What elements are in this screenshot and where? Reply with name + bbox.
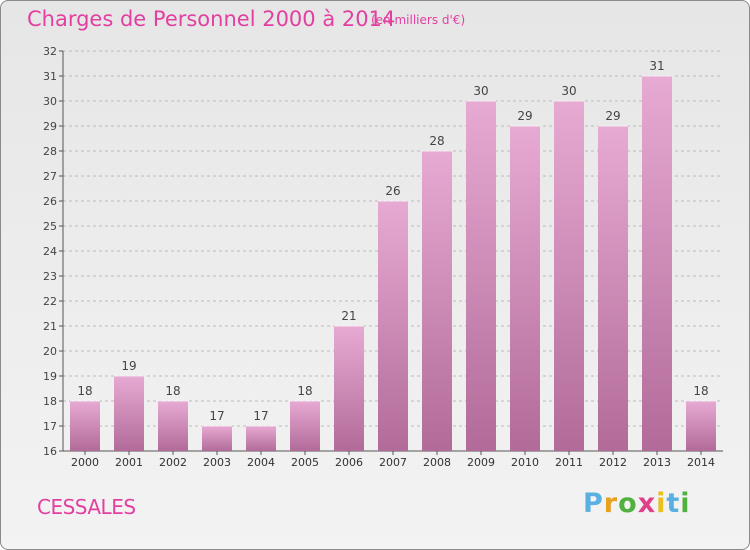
data-label: 19	[121, 359, 136, 373]
bar-2000	[70, 401, 100, 451]
data-label: 29	[517, 109, 532, 123]
x-tick-label: 2000	[71, 456, 99, 469]
logo-letter: r	[603, 488, 619, 519]
bar-2008	[422, 151, 452, 451]
bar-2007	[378, 201, 408, 451]
bar-2013	[642, 76, 672, 451]
bar-2004	[246, 426, 276, 451]
y-tick-label: 21	[43, 320, 57, 333]
y-tick-label: 24	[43, 245, 57, 258]
x-tick-label: 2009	[467, 456, 495, 469]
bar-2005	[290, 401, 320, 451]
data-label: 18	[693, 384, 708, 398]
data-label: 21	[341, 309, 356, 323]
x-tick-label: 2003	[203, 456, 231, 469]
y-tick-label: 19	[43, 370, 57, 383]
logo-letter: P	[583, 488, 604, 519]
y-tick-label: 27	[43, 170, 57, 183]
x-tick-label: 2001	[115, 456, 143, 469]
bar-2010	[510, 126, 540, 451]
data-label: 17	[209, 409, 224, 423]
bar-2009	[466, 101, 496, 451]
y-tick-label: 20	[43, 345, 57, 358]
y-tick-label: 25	[43, 220, 57, 233]
y-tick-label: 23	[43, 270, 57, 283]
x-tick-label: 2010	[511, 456, 539, 469]
y-tick-label: 22	[43, 295, 57, 308]
x-tick-label: 2005	[291, 456, 319, 469]
bar-2001	[114, 376, 144, 451]
data-label: 31	[649, 59, 664, 73]
y-tick-label: 17	[43, 420, 57, 433]
data-label: 26	[385, 184, 400, 198]
data-label: 18	[297, 384, 312, 398]
data-label: 29	[605, 109, 620, 123]
x-tick-label: 2006	[335, 456, 363, 469]
logo-letter: i	[680, 488, 691, 519]
x-tick-label: 2011	[555, 456, 583, 469]
chart-subtitle: (en milliers d'€)	[371, 13, 466, 27]
bar-2012	[598, 126, 628, 451]
x-tick-label: 2002	[159, 456, 187, 469]
x-tick-label: 2012	[599, 456, 627, 469]
data-label: 28	[429, 134, 444, 148]
bar-2014	[686, 401, 716, 451]
x-tick-label: 2008	[423, 456, 451, 469]
bars	[70, 75, 716, 451]
data-label: 30	[561, 84, 576, 98]
proxiti-logo[interactable]: Proxiti	[583, 488, 691, 519]
y-tick-label: 31	[43, 70, 57, 83]
chart-title: Charges de Personnel 2000 à 2014	[27, 7, 396, 31]
x-tick-label: 2007	[379, 456, 407, 469]
bar-2003	[202, 426, 232, 451]
logo-letter: o	[618, 488, 638, 519]
y-tick-label: 30	[43, 95, 57, 108]
bar-2002	[158, 401, 188, 451]
y-tick-label: 16	[43, 445, 57, 458]
data-label: 18	[165, 384, 180, 398]
y-tick-label: 32	[43, 45, 57, 58]
bar-2006	[334, 326, 364, 451]
x-tick-label: 2014	[687, 456, 715, 469]
logo-letter: x	[637, 488, 657, 519]
data-label: 17	[253, 409, 268, 423]
tick-labels: 16 17 18 19 20 21 22 23 24 25 26 27 28 29 30 31 32 2000 20…	[43, 45, 715, 469]
data-labels: 18 19 18 17 17 18 21 26 28 30 29 30 29 31 18	[77, 59, 708, 423]
y-tick-label: 18	[43, 395, 57, 408]
data-label: 30	[473, 84, 488, 98]
data-label: 18	[77, 384, 92, 398]
x-tick-label: 2004	[247, 456, 275, 469]
y-tick-label: 29	[43, 120, 57, 133]
bar-2011	[554, 101, 584, 451]
y-tick-label: 28	[43, 145, 57, 158]
location-name: CESSALES	[37, 495, 136, 519]
x-tick-label: 2013	[643, 456, 671, 469]
y-tick-label: 26	[43, 195, 57, 208]
logo-letter: t	[666, 488, 681, 519]
logo-letter: i	[656, 488, 667, 519]
